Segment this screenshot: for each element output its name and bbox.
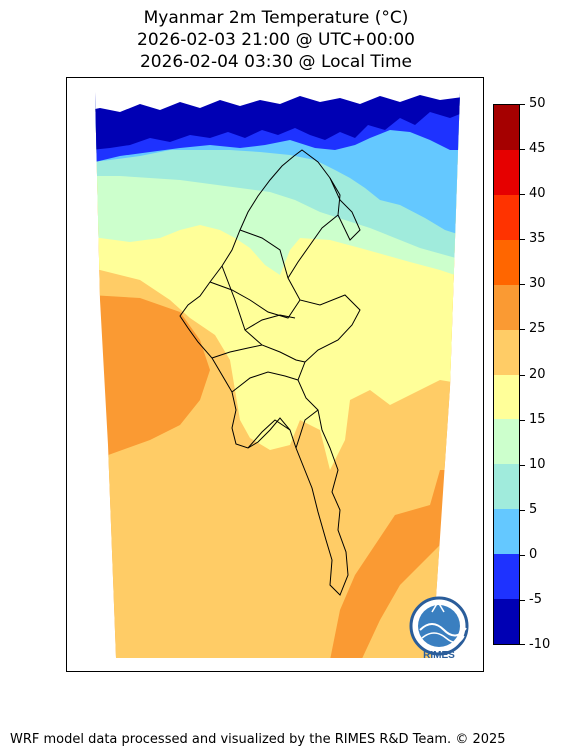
footer-credit: WRF model data processed and visualized … bbox=[10, 732, 506, 747]
colorbar-segment bbox=[494, 599, 519, 645]
colorbar-tick-label: 25 bbox=[529, 321, 546, 337]
colorbar-tick bbox=[520, 194, 525, 196]
colorbar-tick bbox=[520, 419, 525, 421]
colorbar-segment bbox=[494, 239, 519, 285]
internal-boundary-5 bbox=[231, 371, 299, 393]
colorbar-tick bbox=[520, 104, 525, 105]
internal-boundary-6 bbox=[247, 419, 291, 449]
myanmar-outline bbox=[179, 149, 361, 596]
colorbar-tick bbox=[520, 554, 525, 556]
colorbar-segment bbox=[494, 419, 519, 465]
colorbar-segment bbox=[494, 284, 519, 330]
colorbar-tick-label: 20 bbox=[529, 366, 546, 382]
colorbar-tick bbox=[520, 464, 525, 466]
internal-boundary-9 bbox=[244, 314, 296, 331]
internal-boundary-2 bbox=[209, 281, 301, 319]
colorbar-segment bbox=[494, 509, 519, 555]
colorbar-tick bbox=[520, 644, 525, 645]
map-title-line-3: 2026-02-04 03:30 @ Local Time bbox=[139, 52, 413, 72]
colorbar-tick bbox=[520, 149, 525, 151]
colorbar-tick-label: 45 bbox=[529, 141, 546, 157]
colorbar-tick-label: -10 bbox=[529, 637, 551, 652]
colorbar-segment bbox=[494, 329, 519, 375]
colorbar-segment bbox=[494, 374, 519, 420]
colorbar-tick-label: 15 bbox=[529, 411, 546, 427]
colorbar-tick-label: 0 bbox=[529, 546, 538, 562]
colorbar-tick bbox=[520, 374, 525, 376]
colorbar-tick-label: 30 bbox=[529, 276, 546, 292]
colorbar-segment bbox=[494, 194, 519, 240]
map-title-line-1: Myanmar 2m Temperature (°C) bbox=[143, 8, 409, 28]
colorbar-tick-label: 40 bbox=[529, 186, 546, 202]
colorbar-tick bbox=[520, 509, 525, 511]
colorbar-tick-label: -5 bbox=[529, 591, 542, 607]
colorbar-tick bbox=[520, 599, 525, 601]
internal-boundary-1 bbox=[239, 229, 289, 279]
colorbar-tick-label: 35 bbox=[529, 231, 546, 247]
colorbar-tick-label: 50 bbox=[529, 96, 546, 111]
colorbar-tick-label: 5 bbox=[529, 501, 538, 517]
colorbar-tick-label: 10 bbox=[529, 456, 546, 472]
colorbar-segment bbox=[494, 149, 519, 195]
no-data-gap bbox=[95, 92, 460, 112]
temperature-colorbar bbox=[493, 104, 520, 645]
colorbar-tick bbox=[520, 329, 525, 331]
internal-boundary-4 bbox=[211, 344, 263, 359]
colorbar-segment bbox=[494, 464, 519, 510]
colorbar-segment bbox=[494, 554, 519, 600]
colorbar-tick bbox=[520, 284, 525, 286]
internal-boundary-7 bbox=[295, 409, 319, 449]
colorbar-segment bbox=[494, 105, 519, 150]
map-title-line-2: 2026-02-03 21:00 @ UTC+00:00 bbox=[137, 30, 415, 50]
colorbar-tick bbox=[520, 239, 525, 241]
internal-boundary-8 bbox=[329, 177, 361, 241]
